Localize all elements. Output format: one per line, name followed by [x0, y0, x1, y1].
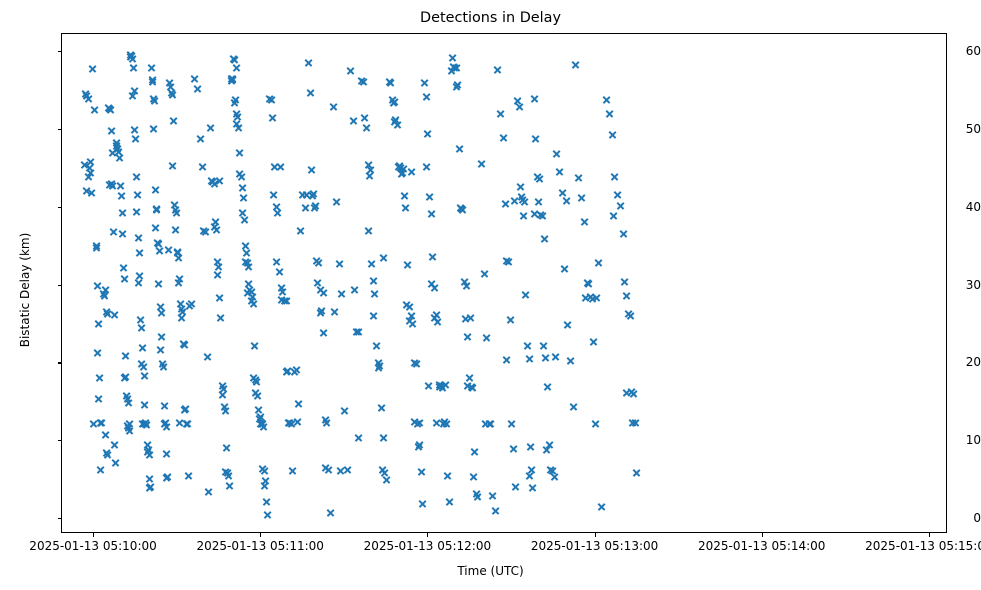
x-tick-label: 2025-01-13 05:10:00	[29, 539, 157, 553]
scatter-plot-axes	[61, 33, 947, 533]
x-tick-label: 2025-01-13 05:13:00	[530, 539, 659, 553]
y-axis-label: Bistatic Delay (km)	[18, 232, 32, 348]
y-tick-label: 60	[965, 43, 981, 58]
x-tick-mark	[427, 533, 429, 537]
y-tick-mark	[57, 440, 61, 442]
y-tick-label: 10	[965, 433, 981, 448]
y-tick-mark	[57, 362, 61, 364]
x-tick-label: 2025-01-13 05:14:00	[697, 539, 826, 553]
x-tick-label: 2025-01-13 05:15:00	[865, 539, 981, 553]
x-axis-label: Time (UTC)	[457, 564, 524, 578]
y-tick-label: 20	[965, 355, 981, 370]
x-tick-label: 2025-01-13 05:12:00	[363, 539, 492, 553]
y-tick-mark	[57, 50, 61, 52]
y-tick-label: 50	[965, 121, 981, 136]
x-tick-label: 2025-01-13 05:11:00	[196, 539, 324, 553]
x-tick-mark	[928, 533, 930, 537]
x-tick-mark	[260, 533, 262, 537]
x-tick-mark	[93, 533, 95, 537]
y-tick-label: 0	[973, 511, 981, 526]
y-tick-mark	[57, 206, 61, 208]
y-tick-mark	[57, 518, 61, 520]
x-tick-mark	[761, 533, 763, 537]
chart-title: Detections in Delay	[420, 10, 561, 26]
y-tick-label: 40	[965, 199, 981, 214]
y-tick-mark	[57, 128, 61, 130]
y-tick-label: 30	[965, 277, 981, 292]
x-tick-mark	[594, 533, 596, 537]
y-tick-mark	[57, 284, 61, 286]
